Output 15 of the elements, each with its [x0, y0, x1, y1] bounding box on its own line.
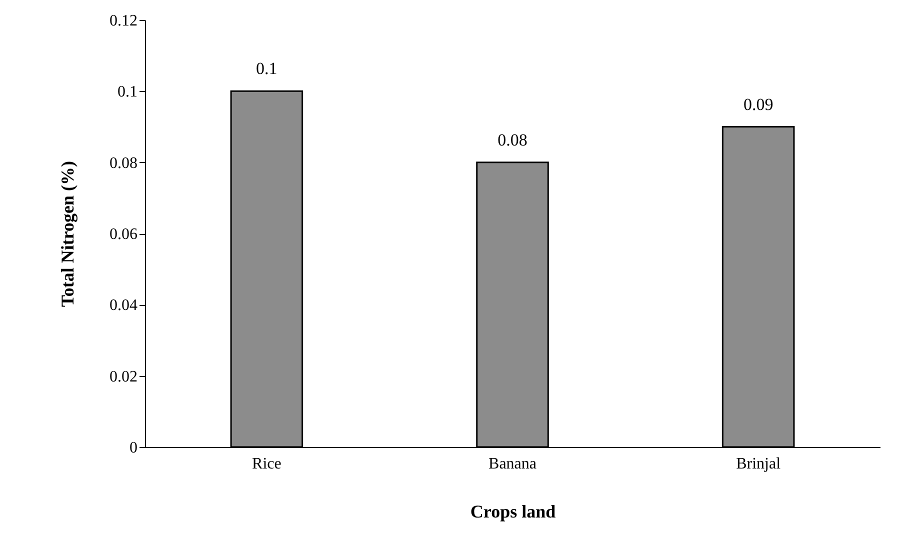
- y-tick-label: 0.08: [110, 154, 138, 172]
- data-label: 0.1: [256, 59, 278, 78]
- y-tick-label: 0: [130, 440, 138, 456]
- x-axis-title: Crops land: [470, 502, 556, 522]
- y-tick-label: 0.1: [118, 84, 138, 101]
- data-label: 0.08: [498, 130, 528, 150]
- y-axis-title: Total Nitrogen (%): [58, 161, 78, 307]
- x-tick-label: Rice: [252, 456, 282, 472]
- data-label: 0.09: [743, 94, 774, 114]
- y-tick-label: 0.12: [110, 12, 138, 30]
- y-tick-label: 0.06: [110, 226, 138, 243]
- y-tick-label: 0.04: [110, 297, 138, 314]
- x-tick-label: Banana: [488, 456, 536, 472]
- y-tick-label: 0.02: [110, 368, 138, 386]
- x-tick-label: Brinjal: [736, 456, 782, 472]
